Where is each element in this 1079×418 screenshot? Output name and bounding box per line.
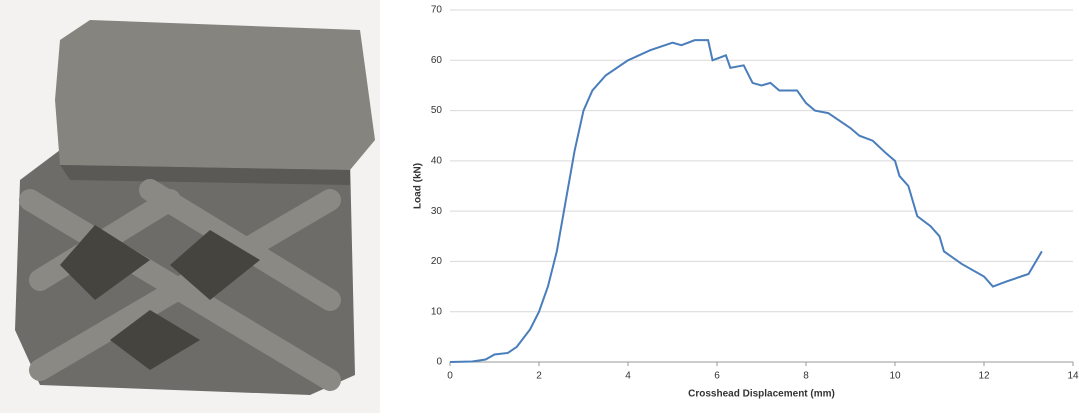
y-tick-label: 40 [431, 155, 443, 166]
data-line [450, 40, 1042, 362]
x-tick-label: 6 [714, 371, 720, 382]
x-tick-label: 14 [1067, 371, 1079, 382]
y-tick-label: 20 [431, 256, 443, 267]
x-tick-label: 2 [536, 371, 542, 382]
x-tick-label: 8 [803, 371, 809, 382]
figure: 0 10 20 30 40 50 60 70 0 2 4 6 8 10 12 14 Crosshead Disp… [0, 0, 1079, 413]
x-axis-label: Crosshead Displacement (mm) [688, 389, 835, 400]
x-tick-label: 4 [625, 371, 631, 382]
y-tick-label: 60 [431, 55, 443, 66]
x-tick-label: 0 [447, 371, 453, 382]
x-tick-label: 12 [978, 371, 990, 382]
plot: 0 10 20 30 40 50 60 70 0 2 4 6 8 10 12 14 Crosshead Disp… [413, 5, 1079, 400]
x-tick-label: 10 [889, 371, 901, 382]
specimen-photo [0, 0, 380, 413]
y-axis-label: Load (kN) [413, 163, 424, 209]
y-tick-label: 70 [431, 5, 443, 16]
y-tick-label: 10 [431, 306, 443, 317]
page: {"chart_data": {"type": "line", "x_label… [0, 0, 1079, 413]
y-tick-label: 50 [431, 105, 443, 116]
y-tick-label: 30 [431, 206, 443, 217]
y-tick-label: 0 [436, 357, 442, 368]
